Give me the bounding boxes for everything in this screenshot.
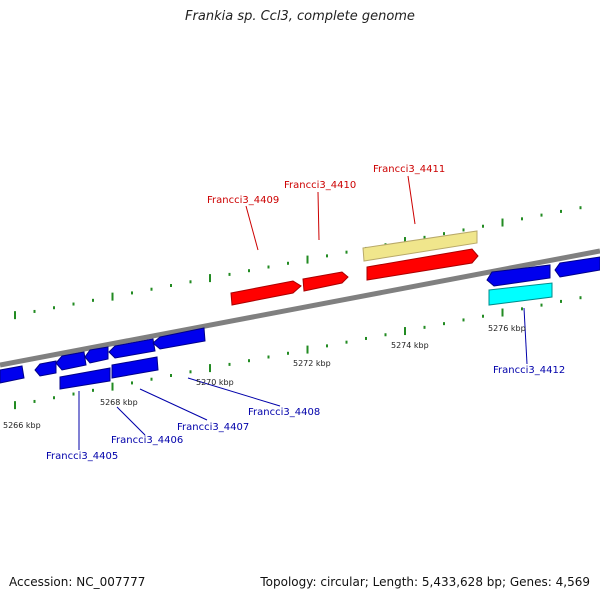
callout-lines (78, 175, 528, 450)
gene-left-c[interactable] (108, 338, 156, 359)
tick-marks (14, 206, 582, 410)
scale-label: 5270 kbp (196, 378, 234, 387)
gene-label-francci3-4412[interactable]: Francci3_4412 (493, 365, 565, 376)
gene-label-francci3-4408[interactable]: Francci3_4408 (248, 407, 320, 418)
gene-francci3-4412[interactable] (488, 282, 553, 306)
gene-right-upper-2[interactable] (554, 256, 600, 278)
gene-label-francci3-4406[interactable]: Francci3_4406 (111, 435, 183, 446)
scale-label: 5266 kbp (3, 421, 41, 430)
gene-label-francci3-4410[interactable]: Francci3_4410 (284, 180, 356, 191)
gene-left-d[interactable] (152, 327, 206, 350)
gene-francci3-4410[interactable] (302, 271, 349, 292)
scale-label: 5272 kbp (293, 359, 331, 368)
gene-right-upper[interactable] (486, 264, 551, 287)
gene-left-b[interactable] (84, 346, 109, 364)
gene-francci3-4406[interactable] (111, 356, 159, 379)
scale-label: 5276 kbp (488, 324, 526, 333)
genome-backbone (0, 248, 600, 368)
accession-text: Accession: NC_007777 (9, 575, 146, 589)
gene-label-francci3-4407[interactable]: Francci3_4407 (177, 422, 249, 433)
gene-left-small[interactable] (34, 360, 57, 377)
gene-francci3-4409[interactable] (230, 280, 302, 306)
gene-left-edge[interactable] (0, 365, 25, 384)
gene-label-francci3-4405[interactable]: Francci3_4405 (46, 451, 118, 462)
gene-francci3-4411[interactable] (366, 248, 479, 281)
gene-label-francci3-4409[interactable]: Francci3_4409 (207, 195, 279, 206)
feature-block[interactable] (362, 230, 478, 262)
map-title: Frankia sp. Ccl3, complete genome (185, 9, 415, 24)
gene-label-francci3-4411[interactable]: Francci3_4411 (373, 164, 445, 175)
gene-left-a[interactable] (55, 351, 87, 371)
scale-label: 5268 kbp (100, 398, 138, 407)
genome-summary-text: Topology: circular; Length: 5,433,628 bp… (260, 575, 590, 589)
gene-francci3-4405[interactable] (59, 367, 111, 390)
scale-label: 5274 kbp (391, 341, 429, 350)
